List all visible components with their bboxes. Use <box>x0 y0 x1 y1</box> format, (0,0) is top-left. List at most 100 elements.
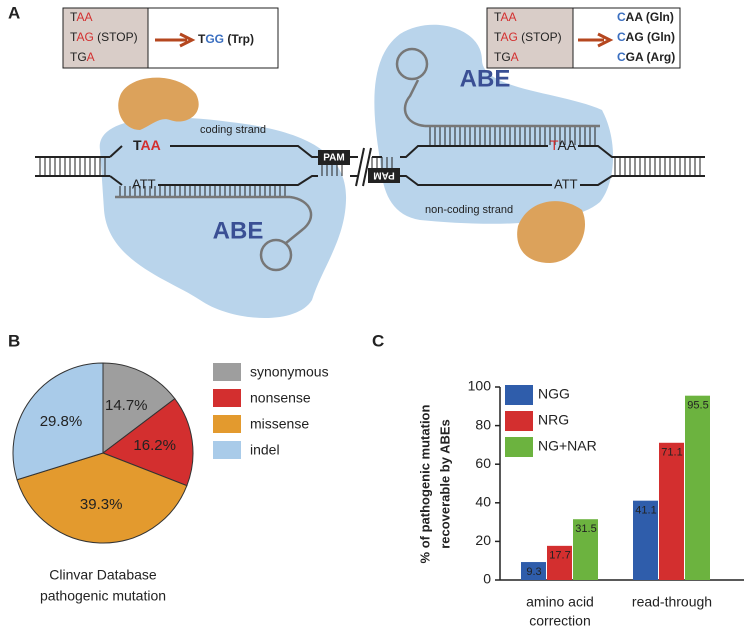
slice-label: 29.8% <box>40 413 83 430</box>
strand-label: coding strand <box>200 124 266 136</box>
strand <box>578 145 705 158</box>
strand <box>109 145 123 158</box>
pie-slice <box>102 362 176 455</box>
legend-label: synonymous <box>250 364 329 380</box>
legend-label: NG+NAR <box>538 438 597 454</box>
bar-value-label: 95.5 <box>687 400 708 412</box>
deaminase-blob <box>517 201 586 263</box>
codon-part: AG <box>76 30 93 44</box>
codon-part: (STOP) <box>94 30 138 44</box>
x-tick-label: amino acid <box>526 594 594 610</box>
codon-part: T <box>198 32 206 46</box>
bar <box>547 545 572 580</box>
codon-part: T <box>494 10 502 24</box>
legend-label: NRG <box>538 412 569 428</box>
y-tick-label: 0 <box>483 571 491 587</box>
rna-stem <box>285 195 313 244</box>
legend-swatch <box>213 415 241 433</box>
codon-part: C <box>617 10 626 24</box>
bar-value-label: 31.5 <box>575 523 596 535</box>
codon-part: T <box>70 10 78 24</box>
arrow <box>155 32 196 48</box>
slice-label: 39.3% <box>80 496 123 513</box>
arrow <box>578 32 614 48</box>
codon-text: TGA <box>494 50 519 64</box>
codon-box <box>63 8 148 68</box>
strand <box>400 145 548 158</box>
codon-part: AA <box>500 10 516 24</box>
codon-box-frame <box>62 7 279 69</box>
codon-text: TAG (STOP) <box>494 30 562 44</box>
bar-value-label: 71.1 <box>661 447 682 459</box>
codon-part: T <box>133 137 142 153</box>
codon-part: T <box>70 30 78 44</box>
codon-text: TGG (Trp) <box>198 32 254 46</box>
codon-part: AG <box>500 30 517 44</box>
pam-label: PAM <box>323 153 344 164</box>
rna-loop <box>259 238 293 272</box>
codon-part: AA <box>558 137 577 153</box>
y-tick-label: 80 <box>475 416 491 432</box>
bar-value-label: 41.1 <box>635 505 656 517</box>
slice-label: 16.2% <box>133 437 176 454</box>
panel-label: A <box>8 3 20 22</box>
abe-label: ABE <box>460 65 511 92</box>
abe-blob <box>374 24 614 224</box>
codon-text: TGA <box>70 50 95 64</box>
break-mark <box>362 147 372 187</box>
pie-slice <box>16 452 188 544</box>
codon-part: GA (Arg) <box>626 50 676 64</box>
abe-label: ABE <box>213 217 264 244</box>
codon-part: AG (Gln) <box>626 30 675 44</box>
legend-swatch <box>505 411 533 431</box>
y-axis-title: % of pathogenic mutation recoverable by A… <box>417 405 452 564</box>
legend-label: NGG <box>538 386 570 402</box>
codon-part: A <box>87 50 95 64</box>
legend-swatch <box>213 389 241 407</box>
codon-text: CAG (Gln) <box>617 30 675 44</box>
y-tick-label: 20 <box>475 532 491 548</box>
codon-part: C <box>617 50 626 64</box>
codon-part: TG <box>494 50 511 64</box>
y-tick-label: 40 <box>475 494 491 510</box>
strand <box>109 175 123 186</box>
codon-part: AA (Gln) <box>626 10 674 24</box>
legend-swatch <box>213 441 241 459</box>
chart-title: pathogenic mutation <box>40 588 166 604</box>
legend-swatch <box>505 437 533 457</box>
bar <box>633 500 658 580</box>
pam-box <box>318 150 350 165</box>
codon-part: GG <box>205 32 224 46</box>
codon-text: TAG (STOP) <box>70 30 138 44</box>
strand <box>170 145 318 158</box>
pam-boxes <box>318 150 400 183</box>
strand-label: non-coding strand <box>425 204 513 216</box>
panel-a: A coding strand non-coding strand ATT AT… <box>8 3 705 319</box>
codon-text: TAA <box>70 10 92 24</box>
pam-label: PAM <box>373 169 394 180</box>
codon-part: AA <box>76 10 92 24</box>
codon-part: T <box>494 30 502 44</box>
codon-text: TAA <box>550 137 577 153</box>
codon-part: (STOP) <box>518 30 562 44</box>
y-tick-label: 100 <box>468 378 492 394</box>
codon-part: A <box>511 50 519 64</box>
base-pairs <box>39 126 701 197</box>
codon-text: TAA <box>133 137 161 153</box>
codon-box <box>487 8 573 68</box>
codon-part: T <box>550 137 559 153</box>
bar-value-label: 9.3 <box>526 566 541 578</box>
bar <box>685 395 710 580</box>
codon-part: TG <box>70 50 87 64</box>
y-axis-title-line: % of pathogenic mutation <box>417 405 432 564</box>
strand <box>158 175 318 186</box>
rna-loop <box>395 47 429 81</box>
bar <box>659 442 684 580</box>
bar <box>521 562 546 580</box>
legend-swatch <box>505 385 533 405</box>
slice-label: 14.7% <box>105 397 148 414</box>
codon-part: AA <box>141 137 161 153</box>
y-axis-title-line: recoverable by ABEs <box>437 419 452 549</box>
codon-text: ATT <box>554 176 578 191</box>
